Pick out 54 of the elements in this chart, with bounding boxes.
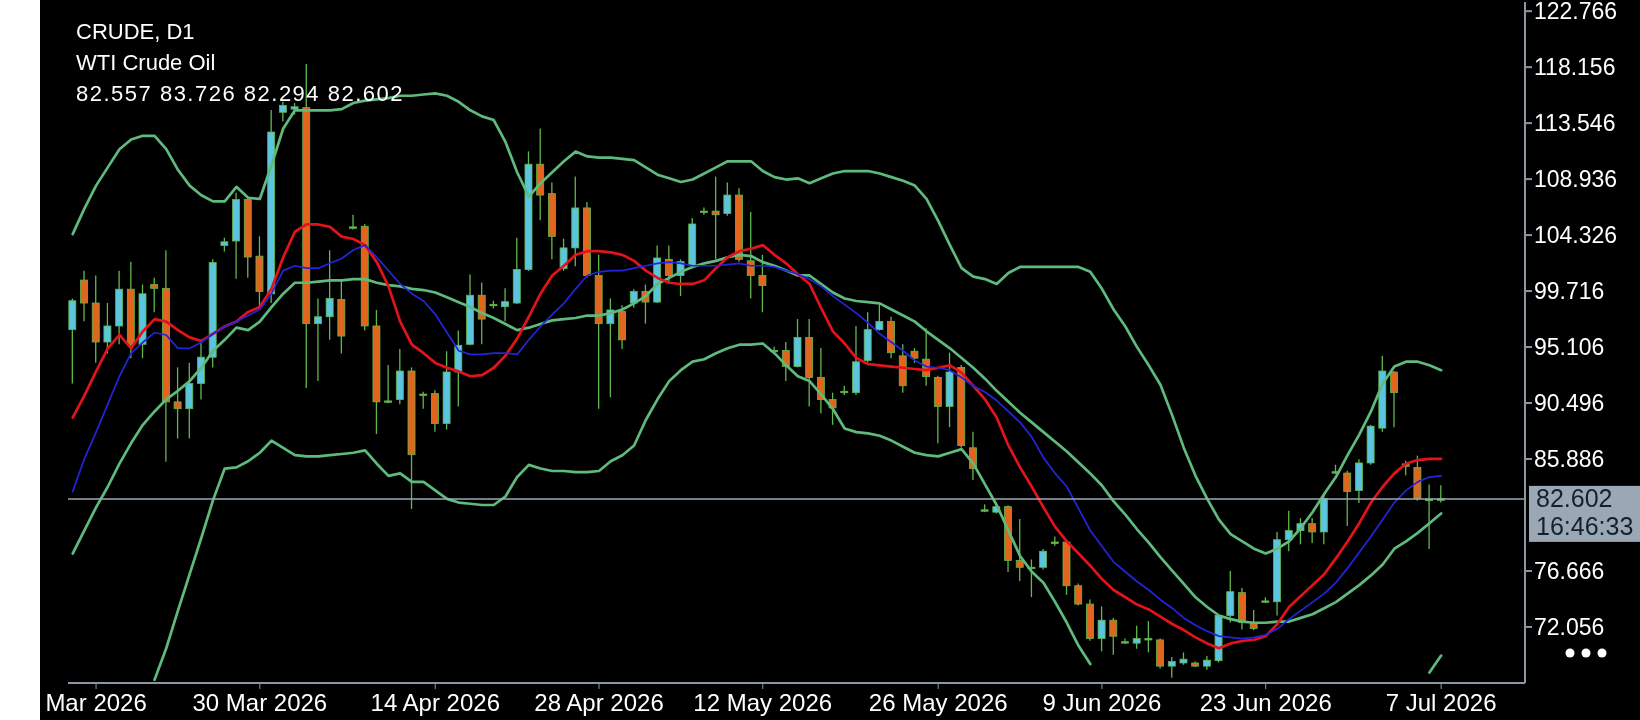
text: CRUDE, D1 (76, 19, 196, 45)
candlestick (1284, 510, 1293, 552)
y-tick-label: 90.496 (1534, 390, 1605, 417)
candlestick (173, 366, 182, 440)
candlestick (1144, 620, 1153, 654)
candlestick (501, 287, 509, 323)
candlestick (1132, 625, 1141, 650)
candlestick (314, 297, 322, 382)
candlestick (711, 175, 720, 260)
candlestick (384, 364, 393, 404)
candlestick (1226, 570, 1235, 624)
y-tick-label: 108.936 (1534, 166, 1618, 193)
candlestick (723, 181, 732, 217)
x-tick-label: 7 Jul 2026 (1385, 689, 1497, 716)
y-tick-label: 99.716 (1534, 278, 1605, 305)
candlestick (1390, 370, 1398, 428)
candlestick (1039, 548, 1048, 571)
x-tick-label: 9 Jun 2026 (1042, 689, 1162, 716)
candlestick (746, 211, 755, 300)
candlestick (103, 302, 112, 355)
candlestick (1109, 617, 1118, 656)
y-tick-label: 76.666 (1534, 558, 1605, 585)
candlestick (1015, 518, 1024, 582)
candlestick (700, 206, 708, 216)
candlestick (80, 270, 88, 323)
candlestick (1097, 605, 1106, 653)
y-tick-label: 118.156 (1534, 54, 1616, 81)
candlestick (606, 297, 615, 398)
x-tick-label: 14 Apr 2026 (370, 689, 500, 716)
x-tick-label: Mar 2026 (45, 689, 147, 716)
candlestick (477, 281, 486, 345)
candlestick (150, 277, 159, 313)
x-tick-label: 26 May 2026 (868, 689, 1008, 716)
x-tick-label: 30 Mar 2026 (192, 689, 328, 716)
candlestick (325, 249, 334, 341)
candlestick (349, 214, 357, 231)
x-tick-label: 23 Jun 2026 (1199, 689, 1332, 716)
y-tick-label: 72.056 (1534, 614, 1605, 640)
candlestick (278, 101, 287, 123)
candlestick (758, 254, 767, 313)
candlestick (1167, 656, 1176, 679)
y-tick-label: 113.546 (1534, 110, 1616, 137)
candlestick (1308, 517, 1317, 544)
ref-line-label: 82.602 (1536, 483, 1613, 512)
y-tick-label: 104.326 (1534, 222, 1618, 249)
y-tick-label: 122.766 (1534, 0, 1618, 25)
candlestick (664, 244, 673, 284)
text: 16:46:33 (1536, 511, 1634, 540)
x-tick-label: 12 May 2026 (693, 689, 833, 716)
x-tick-label: 28 Apr 2026 (534, 689, 664, 716)
candlestick (1343, 470, 1352, 527)
text: WTI Crude Oil (76, 50, 217, 76)
y-tick-label: 85.886 (1534, 446, 1605, 473)
y-tick-label: 95.106 (1534, 334, 1605, 361)
